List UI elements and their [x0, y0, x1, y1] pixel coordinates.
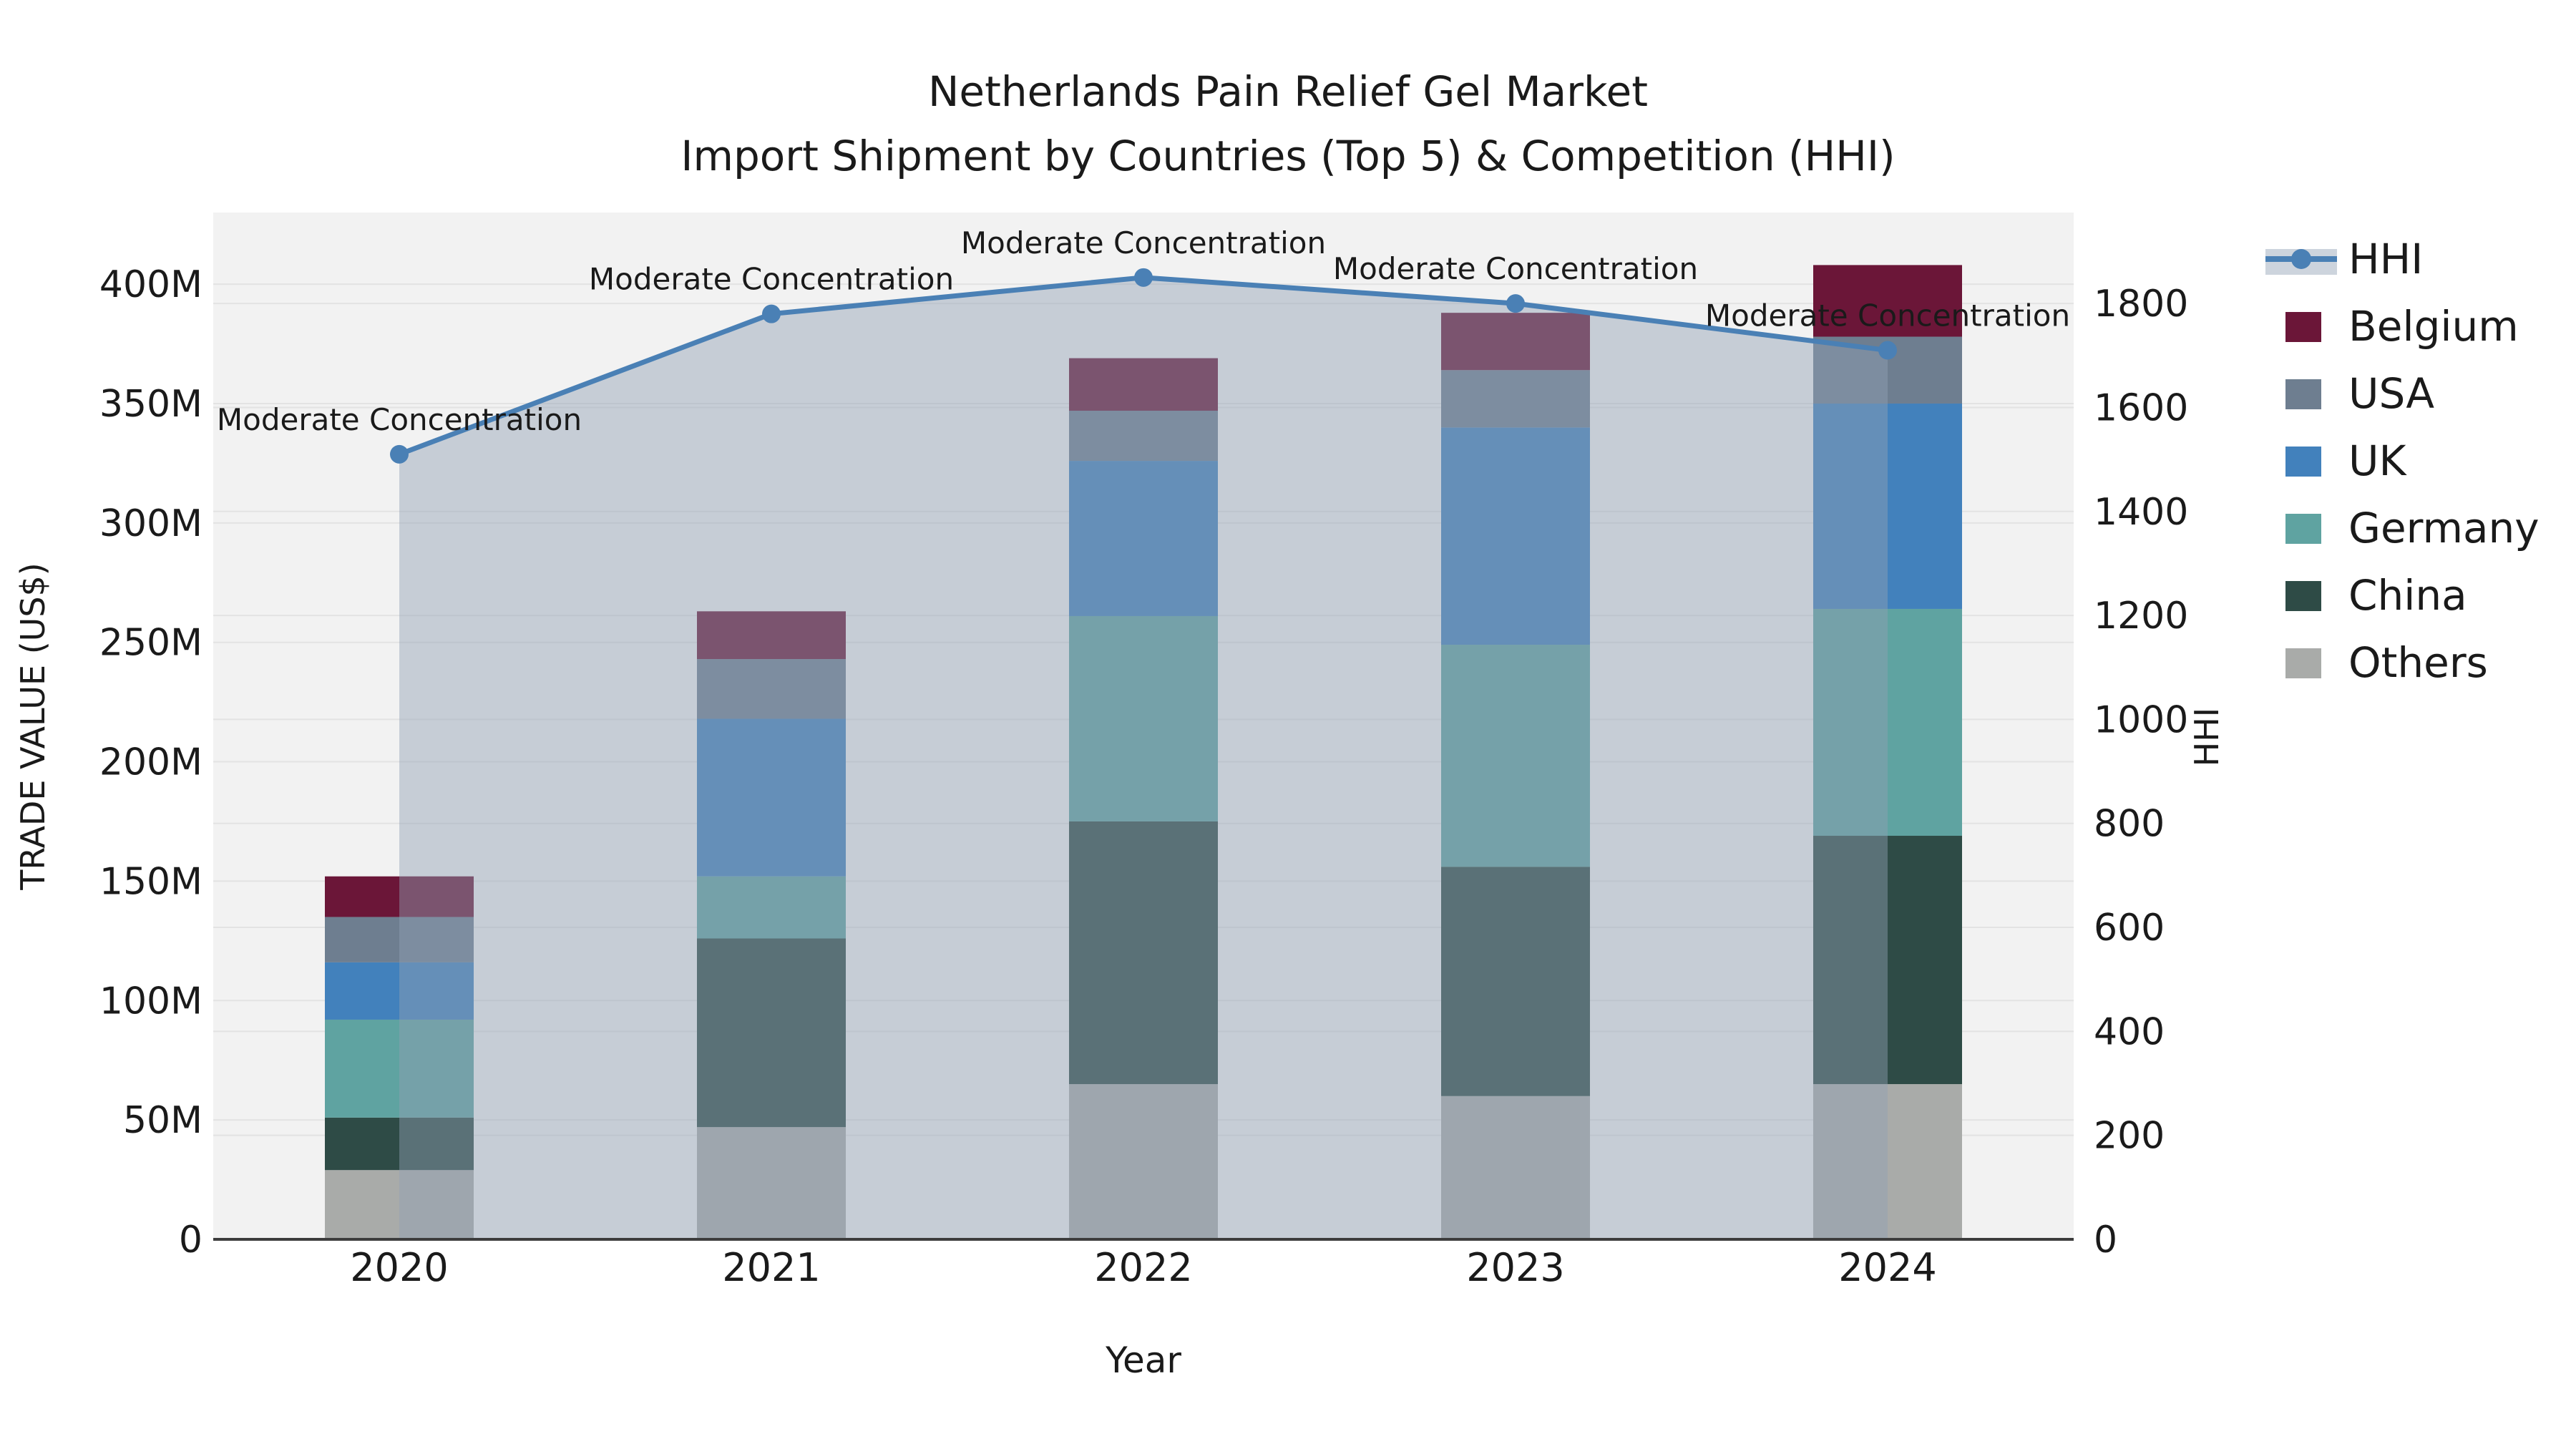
legend-label-USA: USA [2348, 369, 2434, 418]
bar-segment-2022-Others [1069, 1084, 1218, 1239]
annotation-2022: Moderate Concentration [961, 225, 1326, 260]
legend-label-Belgium: Belgium [2348, 302, 2519, 351]
x-tick-2024: 2024 [1838, 1245, 1936, 1290]
hhi-area-polygon [399, 277, 1888, 1240]
x-tick-2022: 2022 [1094, 1245, 1192, 1290]
bar-segment-2022-Belgium [1069, 358, 1218, 411]
x-tick-2021: 2021 [722, 1245, 820, 1290]
stacked-bars [325, 265, 1962, 1239]
legend-swatch-China [2285, 581, 2321, 611]
bar-segment-2023-UK [1441, 427, 1590, 645]
annotation-2020: Moderate Concentration [217, 402, 582, 437]
right-tick-400: 400 [2094, 1010, 2165, 1053]
bar-segment-2022-USA [1069, 410, 1218, 462]
legend-swatch-hhi-marker [2291, 249, 2311, 269]
bar-segment-2023-Belgium [1441, 313, 1590, 371]
hhi-marker-2024 [1878, 341, 1897, 360]
x-tick-2023: 2023 [1466, 1245, 1564, 1290]
left-tick-200M: 200M [99, 741, 203, 784]
hhi-marker-2023 [1506, 294, 1525, 313]
legend-label-HHI: HHI [2348, 235, 2423, 283]
right-tick-1200: 1200 [2094, 595, 2188, 638]
hhi-marker-2022 [1134, 268, 1153, 287]
left-axis-title: TRADE VALUE (US$) [14, 562, 52, 890]
bar-segment-2020-Others [325, 1170, 474, 1239]
bar-segment-2020-China [325, 1117, 474, 1171]
right-tick-1600: 1600 [2094, 386, 2188, 429]
x-axis-tick-labels: 2020 2021 2022 2023 2024 [350, 1245, 1936, 1290]
right-tick-200: 200 [2094, 1115, 2165, 1158]
left-tick-150M: 150M [99, 860, 203, 903]
bar-segment-2020-UK [325, 962, 474, 1020]
bar-segment-2023-China [1441, 867, 1590, 1096]
bar-segment-2020-Belgium [325, 876, 474, 917]
x-axis-title: Year [1105, 1340, 1181, 1381]
right-axis-tick-labels: 0 200 400 600 800 1000 1200 1400 1600 1800 [2094, 283, 2188, 1262]
bar-segment-2024-China [1813, 836, 1962, 1085]
right-tick-0: 0 [2094, 1219, 2117, 1262]
bar-segment-2021-China [697, 938, 846, 1128]
chart-title-line2: Import Shipment by Countries (Top 5) & C… [680, 132, 1895, 180]
annotation-2021: Moderate Concentration [589, 262, 954, 297]
legend-label-Others: Others [2348, 638, 2488, 687]
hhi-marker-2020 [390, 444, 409, 464]
right-axis-title: HHI [2187, 708, 2226, 767]
chart-title-line1: Netherlands Pain Relief Gel Market [928, 67, 1648, 116]
right-tick-800: 800 [2094, 803, 2165, 846]
bar-segment-2021-UK [697, 718, 846, 877]
bar-segment-2023-Germany [1441, 645, 1590, 867]
legend: HHI Belgium USA UK Germany China Others [2265, 235, 2540, 687]
x-tick-2020: 2020 [350, 1245, 448, 1290]
bar-segment-2023-Others [1441, 1096, 1590, 1239]
left-tick-400M: 400M [99, 263, 203, 306]
hhi-area-fill [399, 277, 1888, 1240]
legend-label-China: China [2348, 571, 2467, 620]
bar-segment-2022-UK [1069, 461, 1218, 616]
right-tick-1800: 1800 [2094, 283, 2188, 326]
bar-segment-2024-Others [1813, 1084, 1962, 1239]
bar-segment-2024-Belgium [1813, 265, 1962, 337]
left-tick-250M: 250M [99, 622, 203, 665]
bar-segment-2021-Germany [697, 876, 846, 939]
right-tick-1000: 1000 [2094, 698, 2188, 741]
legend-swatch-UK [2285, 447, 2321, 477]
annotation-2024: Moderate Concentration [1705, 298, 2070, 333]
legend-swatch-Others [2285, 648, 2321, 678]
bar-segment-2020-Germany [325, 1019, 474, 1118]
legend-label-UK: UK [2348, 436, 2407, 485]
right-tick-600: 600 [2094, 907, 2165, 950]
left-tick-300M: 300M [99, 502, 203, 545]
left-tick-50M: 50M [123, 1099, 203, 1142]
bar-segment-2024-UK [1813, 403, 1962, 609]
left-axis-tick-labels: 0 50M 100M 150M 200M 250M 300M 350M 400M [99, 263, 203, 1262]
right-tick-1400: 1400 [2094, 491, 2188, 534]
legend-swatch-USA [2285, 379, 2321, 409]
left-tick-100M: 100M [99, 980, 203, 1023]
legend-label-Germany: Germany [2348, 504, 2540, 552]
bar-segment-2023-USA [1441, 370, 1590, 428]
hhi-line [390, 268, 1897, 464]
bar-segment-2021-Belgium [697, 611, 846, 660]
bar-segment-2021-Others [697, 1127, 846, 1239]
legend-swatch-Germany [2285, 514, 2321, 544]
bar-segment-2022-China [1069, 821, 1218, 1085]
annotation-2023: Moderate Concentration [1333, 251, 1698, 286]
bar-segment-2021-USA [697, 659, 846, 719]
left-tick-350M: 350M [99, 383, 203, 426]
legend-swatch-Belgium [2285, 312, 2321, 342]
bar-segment-2020-USA [325, 917, 474, 962]
bar-segment-2024-Germany [1813, 608, 1962, 836]
left-tick-0: 0 [179, 1219, 203, 1262]
hhi-marker-2021 [762, 304, 781, 323]
bar-segment-2022-Germany [1069, 615, 1218, 821]
